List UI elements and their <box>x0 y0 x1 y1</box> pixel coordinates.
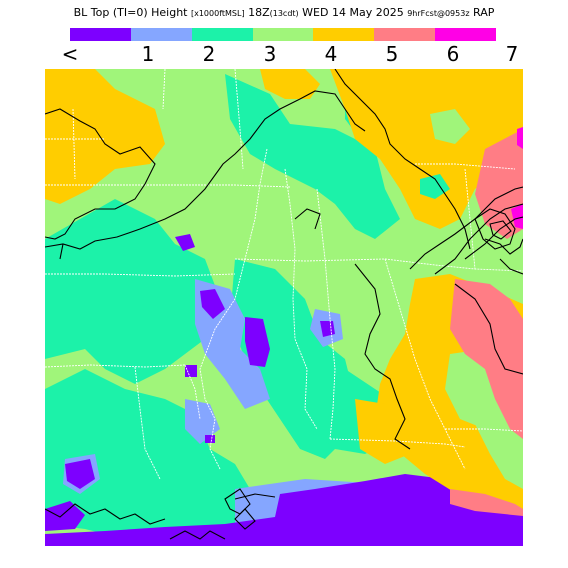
legend-tick-lt: < <box>61 42 79 66</box>
legend-swatch-5 <box>374 28 436 41</box>
legend-tick-6: 6 <box>446 42 460 66</box>
contour-8 <box>464 216 523 260</box>
title-unit: [x1000ftMSL] <box>190 9 245 18</box>
forecast-map <box>45 69 523 546</box>
contour-lines <box>45 69 523 540</box>
legend-tick-1: 1 <box>141 42 155 66</box>
title-model: RAP <box>473 6 495 19</box>
field-yellow-s <box>355 399 410 464</box>
state-line-4 <box>199 148 268 470</box>
title-time: 18Z <box>248 6 270 19</box>
contour-14 <box>59 243 64 260</box>
contour-11 <box>454 283 523 375</box>
field-purple-7 <box>205 435 215 443</box>
field-teal-southwest <box>45 369 285 539</box>
legend-tick-2: 2 <box>202 42 216 66</box>
state-line-11 <box>184 364 201 420</box>
contour-18 <box>234 493 276 500</box>
field-teal-north <box>225 74 400 239</box>
field-magenta-ne <box>511 204 523 229</box>
contour-10 <box>499 258 523 275</box>
field-yellow-ne <box>330 69 523 229</box>
field-green-ne-1 <box>430 109 470 144</box>
state-line-10 <box>45 364 186 368</box>
color-legend <box>70 28 497 41</box>
contour-5 <box>294 208 321 230</box>
legend-tick-4: 4 <box>324 42 338 66</box>
field-purple-4 <box>185 365 197 377</box>
state-line-8 <box>234 258 523 272</box>
contour-7 <box>434 203 523 275</box>
field-purple-2 <box>200 289 225 319</box>
state-line-13 <box>329 438 466 448</box>
field-purple-6 <box>65 459 95 489</box>
state-line-6 <box>316 188 336 440</box>
field-magenta-ne-2 <box>517 127 523 149</box>
legend-tick-5: 5 <box>385 42 399 66</box>
legend-tick-3: 3 <box>263 42 277 66</box>
state-line-2 <box>72 108 76 180</box>
state-boundaries <box>45 69 523 480</box>
field-teal-ne-1 <box>420 174 450 199</box>
state-line-14 <box>445 428 523 432</box>
contour-15 <box>45 503 166 525</box>
state-line-5 <box>284 168 318 430</box>
field-purple-1 <box>175 234 195 251</box>
map-title: BL Top (TI=0) Height [x1000ftMSL] 18Z(13… <box>0 6 568 19</box>
field-yellow-north <box>260 69 320 99</box>
contour-2 <box>45 90 366 250</box>
state-line-12 <box>134 366 161 480</box>
state-line-17 <box>162 69 166 110</box>
legend-swatch-3 <box>252 28 314 41</box>
legend-tick-7: 7 <box>505 42 519 66</box>
state-line-7 <box>45 273 236 277</box>
state-line-1 <box>45 184 291 188</box>
legend-swatch-0 <box>70 28 131 41</box>
contour-3 <box>334 69 471 250</box>
contour-4 <box>354 263 411 450</box>
field-teal-west <box>45 199 220 384</box>
legend-swatch-6 <box>435 28 497 41</box>
field-pink-east <box>450 279 523 439</box>
field-purple-3 <box>245 317 270 367</box>
title-main: BL Top (TI=0) Height <box>73 6 188 19</box>
contour-6 <box>409 186 523 270</box>
legend-swatch-4 <box>313 28 375 41</box>
title-local: (13cdt) <box>269 9 299 18</box>
contour-12 <box>474 208 516 250</box>
field-blue-sw-2 <box>185 399 220 444</box>
title-date: WED 14 May 2025 <box>302 6 404 19</box>
field-purple-gulf <box>45 474 523 546</box>
contour-19 <box>169 530 226 540</box>
state-line-15 <box>415 163 516 170</box>
legend-swatch-1 <box>130 28 192 41</box>
state-line-3 <box>234 69 244 170</box>
contour-9 <box>484 238 523 255</box>
field-purple-coast-west <box>45 501 85 531</box>
state-line-9 <box>384 258 466 470</box>
state-line-16 <box>464 168 476 270</box>
legend-ticks: < 1 2 3 4 5 6 7 <box>0 42 568 68</box>
legend-swatch-2 <box>191 28 253 41</box>
field-pink-south <box>450 489 523 516</box>
contour-1 <box>45 108 156 240</box>
contour-17 <box>234 508 256 530</box>
title-forecast: 9hrFcst@0953z <box>407 9 470 18</box>
contour-13 <box>489 220 512 240</box>
